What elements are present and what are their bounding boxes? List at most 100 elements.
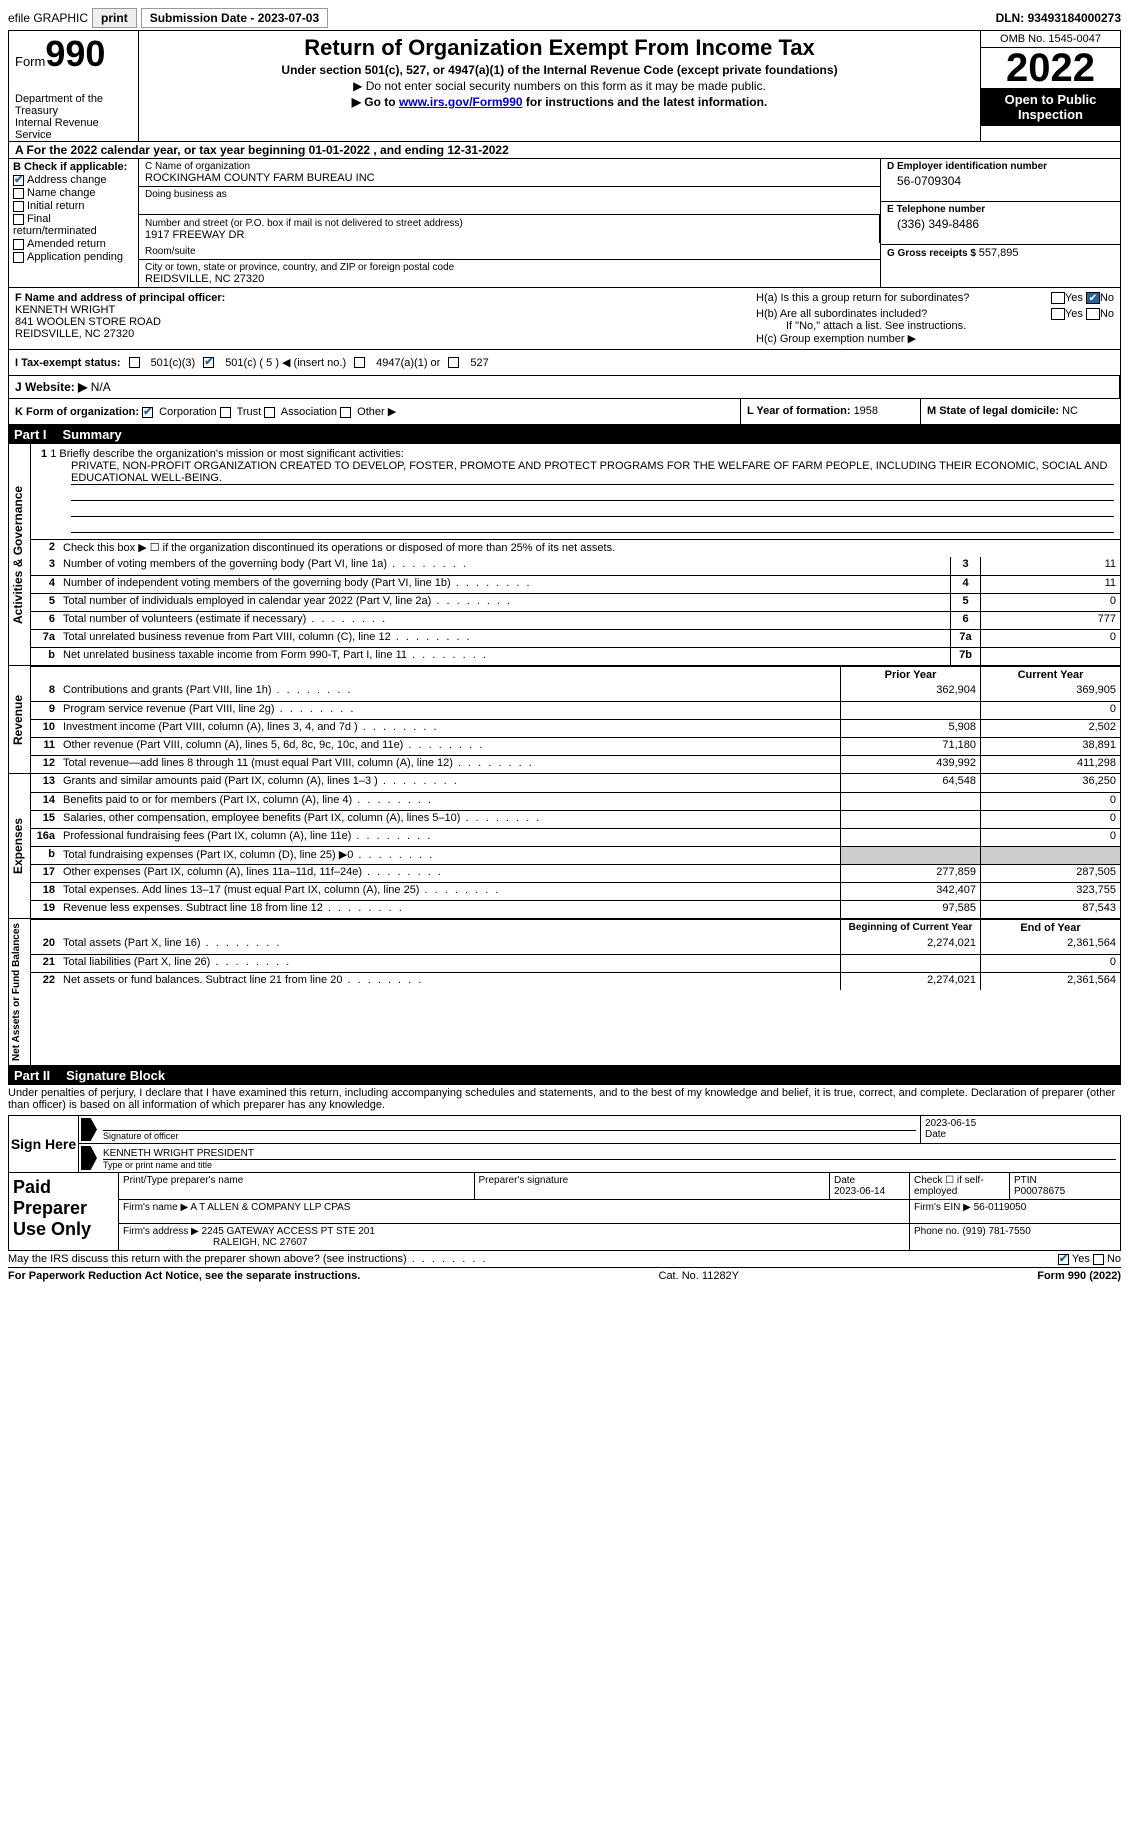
mission-text: PRIVATE, NON-PROFIT ORGANIZATION CREATED… bbox=[71, 460, 1114, 485]
sign-date: 2023-06-15 bbox=[925, 1118, 1116, 1129]
summary-line: 11Other revenue (Part VIII, column (A), … bbox=[31, 737, 1120, 755]
summary-line: 14Benefits paid to or for members (Part … bbox=[31, 792, 1120, 810]
firm-addr1: 2245 GATEWAY ACCESS PT STE 201 bbox=[202, 1226, 375, 1237]
revenue-section: Revenue Prior YearCurrent Year 8Contribu… bbox=[8, 666, 1121, 774]
chk-assoc[interactable] bbox=[264, 407, 275, 418]
form-990: efile GRAPHIC print Submission Date - 20… bbox=[8, 8, 1121, 1284]
discuss-no[interactable] bbox=[1093, 1254, 1104, 1265]
ha-no[interactable] bbox=[1086, 292, 1100, 304]
perjury-text: Under penalties of perjury, I declare th… bbox=[8, 1085, 1121, 1113]
org-city: REIDSVILLE, NC 27320 bbox=[145, 273, 874, 285]
firm-phone: (919) 781-7550 bbox=[962, 1226, 1030, 1237]
arrow-icon bbox=[81, 1118, 97, 1141]
header-right: OMB No. 1545-0047 2022 Open to Public In… bbox=[980, 31, 1120, 141]
netassets-section: Net Assets or Fund Balances Beginning of… bbox=[8, 919, 1121, 1066]
chk-name-change[interactable]: Name change bbox=[13, 187, 134, 199]
arrow-icon bbox=[81, 1146, 97, 1170]
summary-line: 13Grants and similar amounts paid (Part … bbox=[31, 774, 1120, 792]
chk-527[interactable] bbox=[448, 357, 459, 368]
summary-line: 19Revenue less expenses. Subtract line 1… bbox=[31, 900, 1120, 918]
summary-line: 8Contributions and grants (Part VIII, li… bbox=[31, 683, 1120, 701]
top-bar: efile GRAPHIC print Submission Date - 20… bbox=[8, 8, 1121, 28]
part-1-header: Part I Summary bbox=[8, 425, 1121, 444]
summary-line: 12Total revenue—add lines 8 through 11 (… bbox=[31, 755, 1120, 773]
officer-name: KENNETH WRIGHT bbox=[15, 304, 115, 316]
ha-yes[interactable] bbox=[1051, 292, 1065, 304]
dept-treasury: Department of the Treasury Internal Reve… bbox=[15, 93, 132, 141]
summary-line: bNet unrelated business taxable income f… bbox=[31, 647, 1120, 665]
firm-addr2: RALEIGH, NC 27607 bbox=[213, 1237, 308, 1248]
chk-initial[interactable]: Initial return bbox=[13, 200, 134, 212]
chk-other[interactable] bbox=[340, 407, 351, 418]
discuss-yes[interactable] bbox=[1058, 1254, 1069, 1265]
subtitle-2: ▶ Do not enter social security numbers o… bbox=[147, 79, 972, 93]
summary-line: 10Investment income (Part VIII, column (… bbox=[31, 719, 1120, 737]
main-info-block: B Check if applicable: Address change Na… bbox=[8, 159, 1121, 288]
chk-501c[interactable] bbox=[203, 357, 214, 368]
chk-corp[interactable] bbox=[142, 407, 153, 418]
org-name: ROCKINGHAM COUNTY FARM BUREAU INC bbox=[145, 172, 874, 184]
section-b: B Check if applicable: Address change Na… bbox=[9, 159, 139, 287]
header-mid: Return of Organization Exempt From Incom… bbox=[139, 31, 980, 141]
subtitle-3: ▶ Go to www.irs.gov/Form990 for instruct… bbox=[147, 95, 972, 109]
irs-link[interactable]: www.irs.gov/Form990 bbox=[399, 95, 523, 109]
gross-receipts: 557,895 bbox=[979, 247, 1019, 259]
submission-date: Submission Date - 2023-07-03 bbox=[141, 8, 328, 28]
summary-line: 6Total number of volunteers (estimate if… bbox=[31, 611, 1120, 629]
chk-trust[interactable] bbox=[220, 407, 231, 418]
governance-section: Activities & Governance 1 1 Briefly desc… bbox=[8, 444, 1121, 666]
form-title: Return of Organization Exempt From Incom… bbox=[147, 35, 972, 61]
year-formation: 1958 bbox=[854, 405, 878, 417]
section-klm: K Form of organization: Corporation Trus… bbox=[8, 399, 1121, 425]
ptin: P00078675 bbox=[1014, 1186, 1065, 1197]
summary-line: bTotal fundraising expenses (Part IX, co… bbox=[31, 846, 1120, 864]
website: N/A bbox=[87, 380, 110, 394]
chk-501c3[interactable] bbox=[129, 357, 140, 368]
section-c: C Name of organization ROCKINGHAM COUNTY… bbox=[139, 159, 880, 287]
section-j: J Website: ▶ N/A bbox=[8, 376, 1121, 399]
header-left: Form990 Department of the Treasury Inter… bbox=[9, 31, 139, 141]
hb-yes[interactable] bbox=[1051, 308, 1065, 320]
summary-line: 3Number of voting members of the governi… bbox=[31, 557, 1120, 575]
summary-line: 4Number of independent voting members of… bbox=[31, 575, 1120, 593]
sign-here-block: Sign Here Signature of officer 2023-06-1… bbox=[8, 1115, 1121, 1173]
subtitle-1: Under section 501(c), 527, or 4947(a)(1)… bbox=[147, 63, 972, 77]
part-2-header: Part II Signature Block bbox=[8, 1066, 1121, 1085]
chk-amended[interactable]: Amended return bbox=[13, 238, 134, 250]
open-to-public: Open to Public Inspection bbox=[981, 88, 1120, 126]
dln: DLN: 93493184000273 bbox=[996, 11, 1121, 25]
form-number: Form990 bbox=[15, 33, 132, 75]
chk-application[interactable]: Application pending bbox=[13, 251, 134, 263]
phone: (336) 349-8486 bbox=[887, 215, 1114, 231]
chk-4947[interactable] bbox=[354, 357, 365, 368]
summary-line: 17Other expenses (Part IX, column (A), l… bbox=[31, 864, 1120, 882]
vlabel-revenue: Revenue bbox=[9, 666, 31, 773]
summary-line: 5Total number of individuals employed in… bbox=[31, 593, 1120, 611]
paid-preparer-block: Paid Preparer Use Only Print/Type prepar… bbox=[8, 1173, 1121, 1251]
summary-line: 9Program service revenue (Part VIII, lin… bbox=[31, 701, 1120, 719]
section-d-e-g: D Employer identification number 56-0709… bbox=[880, 159, 1120, 287]
footer: For Paperwork Reduction Act Notice, see … bbox=[8, 1268, 1121, 1284]
summary-line: 22Net assets or fund balances. Subtract … bbox=[31, 972, 1120, 990]
summary-line: 21Total liabilities (Part X, line 26)0 bbox=[31, 954, 1120, 972]
summary-line: 15Salaries, other compensation, employee… bbox=[31, 810, 1120, 828]
ein: 56-0709304 bbox=[887, 172, 1114, 188]
vlabel-expenses: Expenses bbox=[9, 774, 31, 918]
chk-address-change[interactable]: Address change bbox=[13, 174, 134, 186]
prep-date: 2023-06-14 bbox=[834, 1186, 885, 1197]
section-i: I Tax-exempt status: 501(c)(3) 501(c) ( … bbox=[8, 350, 1121, 376]
mission-block: 1 1 Briefly describe the organization's … bbox=[31, 444, 1120, 539]
hb-no[interactable] bbox=[1086, 308, 1100, 320]
vlabel-netassets: Net Assets or Fund Balances bbox=[9, 919, 31, 1065]
row-a-tax-year: A For the 2022 calendar year, or tax yea… bbox=[8, 142, 1121, 159]
efile-label: efile GRAPHIC bbox=[8, 11, 88, 25]
print-button[interactable]: print bbox=[92, 8, 137, 28]
expenses-section: Expenses 13Grants and similar amounts pa… bbox=[8, 774, 1121, 919]
firm-ein: 56-0119050 bbox=[974, 1202, 1027, 1213]
chk-final[interactable]: Final return/terminated bbox=[13, 213, 134, 237]
summary-line: 20Total assets (Part X, line 16)2,274,02… bbox=[31, 936, 1120, 954]
org-street: 1917 FREEWAY DR bbox=[145, 229, 244, 241]
section-h: H(a) Is this a group return for subordin… bbox=[750, 288, 1120, 349]
firm-name: A T ALLEN & COMPANY LLP CPAS bbox=[190, 1202, 350, 1213]
vlabel-governance: Activities & Governance bbox=[9, 444, 31, 665]
